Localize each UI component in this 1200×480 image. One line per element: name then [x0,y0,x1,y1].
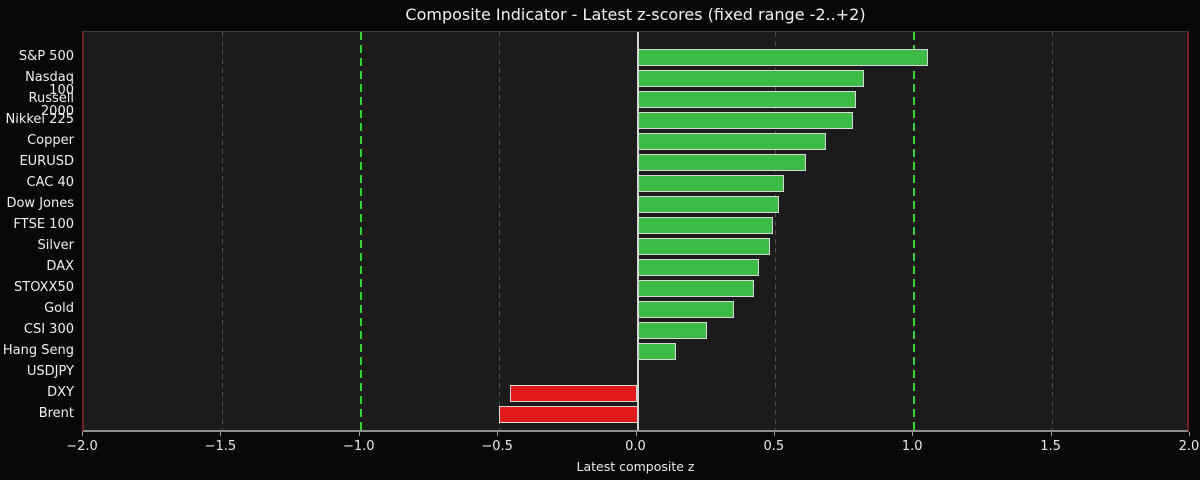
bar-cac-40 [637,175,785,192]
x-tick-1.5 [1050,432,1052,436]
bar-gold [637,301,735,318]
bar-nasdaq-100 [637,70,865,87]
x-tick-label--0.5: −0.5 [481,439,513,454]
y-tick-label-csi-300: CSI 300 [23,322,74,337]
x-tick-label--1.5: −1.5 [204,439,237,454]
y-tick-label-stoxx50: STOXX50 [14,280,74,295]
bar-eurusd [637,154,807,171]
bar-russell-2000 [637,91,857,108]
y-tick-label-russell-2000: Russell 2000 [28,91,74,119]
y-tick-label-nasdaq-100: Nasdaq 100 [25,70,74,98]
bar-dxy [510,385,638,402]
chart-title: Composite Indicator - Latest z-scores (f… [405,5,866,24]
x-tick-2 [1189,432,1190,436]
bar-dax [637,259,760,276]
bar-dow-jones [637,196,779,213]
bar-s-p-500 [637,49,929,66]
x-tick-label-2: 2.0 [1178,439,1200,454]
bar-nikkei-225 [637,112,854,129]
bar-stoxx50 [637,280,754,297]
bar-copper [637,133,826,150]
y-tick-label-ftse-100: FTSE 100 [13,217,74,232]
x-tick-label-1: 1.0 [901,439,923,454]
x-tick-label-0: 0.0 [625,439,646,454]
y-tick-label-gold: Gold [44,301,74,316]
x-tick-0.5 [773,432,775,436]
bar-silver [637,238,771,255]
x-tick--1.5 [220,432,222,436]
y-tick-label-dxy: DXY [47,385,74,400]
x-tick-label-1.5: 1.5 [1040,439,1061,454]
y-tick-label-hang-seng: Hang Seng [2,343,74,358]
bar-hang-seng [637,343,677,360]
y-tick-label-eurusd: EURUSD [19,154,74,169]
gridline-x-0.5 [775,32,777,430]
threshold-line-x-1 [913,32,916,430]
gridline-x--0.5 [498,32,500,430]
x-tick-label--1: −1.0 [342,439,375,454]
x-axis-label: Latest composite z [576,459,695,474]
threshold-line-x--1 [359,32,362,430]
y-tick-label-dow-jones: Dow Jones [6,196,74,211]
y-tick-label-brent: Brent [38,406,74,421]
gridline-x--1.5 [221,32,223,430]
y-tick-label-usdjpy: USDJPY [26,364,74,379]
y-tick-label-copper: Copper [27,133,74,148]
y-tick-label-silver: Silver [37,238,74,253]
bar-brent [499,406,638,423]
x-tick--0.5 [497,432,499,436]
x-tick--2 [82,432,83,436]
bar-csi-300 [637,322,707,339]
plot-area [82,31,1189,432]
y-tick-label-s-p-500: S&P 500 [18,49,74,64]
y-tick-label-cac-40: CAC 40 [26,175,75,190]
bar-ftse-100 [637,217,774,234]
y-tick-label-dax: DAX [46,259,74,274]
x-tick-label-0.5: 0.5 [763,439,785,454]
x-tick-1 [912,432,914,436]
y-tick-label-nikkei-225: Nikkei 225 [5,112,75,127]
x-tick-0 [635,432,637,436]
gridline-x-1.5 [1052,32,1054,430]
x-tick--1 [358,432,360,436]
x-tick-label--2: −2.0 [66,439,98,454]
